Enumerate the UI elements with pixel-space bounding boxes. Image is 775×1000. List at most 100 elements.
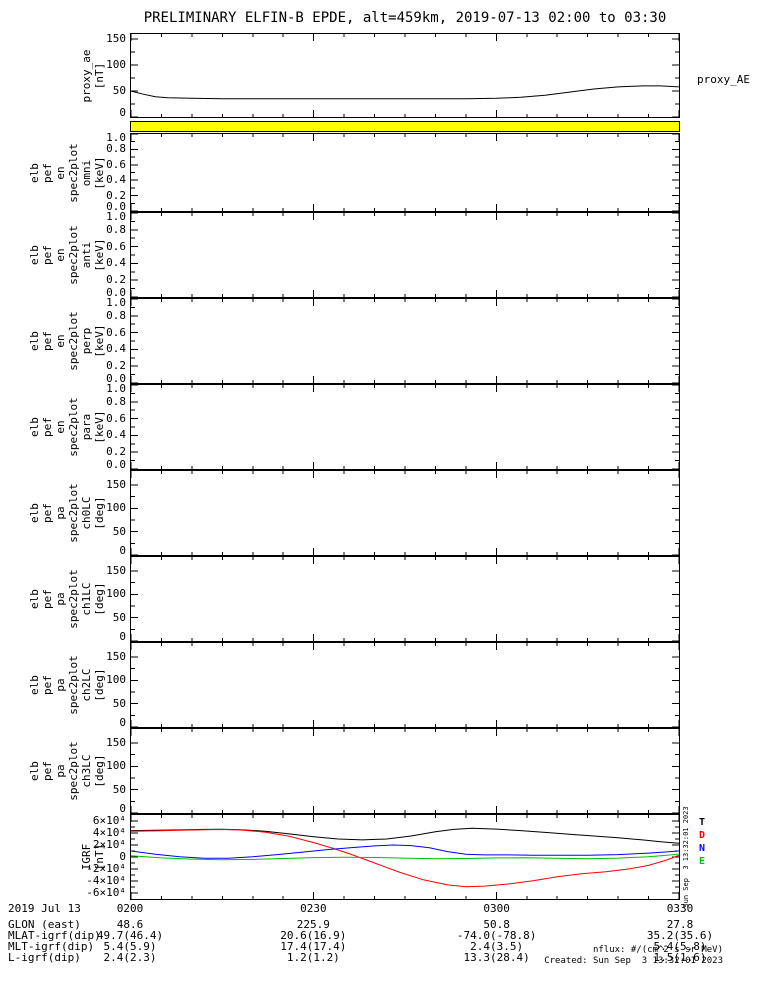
y-axis-label-en-omni-line1: pef (40, 162, 54, 183)
panel-igrf (130, 814, 680, 900)
row-value: 5.4(5.9) (103, 940, 157, 953)
y-tick-label: 1.0 (106, 131, 126, 144)
y-tick-label: 0.4 (106, 256, 126, 269)
y-tick-label: -4×10⁴ (86, 874, 126, 887)
y-axis-label-pa-ch0lc-line1: pef (40, 503, 54, 523)
y-tick-label: 0.6 (106, 158, 126, 171)
y-tick-label: 0 (119, 802, 126, 815)
y-axis-label-igrf-line1: [nT] (92, 843, 106, 871)
y-tick-label: 50 (112, 697, 126, 710)
series-T (131, 827, 679, 844)
row-value: 5.4(5.8) (653, 940, 707, 953)
y-tick-label: 0.2 (106, 445, 126, 458)
y-axis-label-en-para-line2: en (53, 420, 67, 434)
y-axis-label-en-perp-line4: perp (79, 327, 93, 355)
y-axis-label-pa-ch1lc-line4: ch1LC (79, 582, 93, 616)
y-axis-label-en-perp-line5: [keV] (92, 324, 106, 358)
row-value: 2.4(3.5) (470, 940, 524, 953)
date-label: 2019 Jul 13 (8, 902, 81, 915)
y-axis-label-en-anti-line0: elb (27, 245, 41, 265)
y-tick-label: 50 (112, 525, 126, 538)
y-axis-label-en-omni-line0: elb (27, 162, 41, 183)
row-value: 27.8 (666, 918, 694, 931)
y-axis-label-pa-ch0lc-line4: ch0LC (79, 496, 93, 530)
panel-canvas-pa-ch3lc (131, 729, 679, 813)
y-axis-label-en-omni-line5: [keV] (92, 155, 106, 190)
y-axis-label-pa-ch2lc-line3: spec2plot (66, 655, 80, 715)
y-axis-label-pa-ch2lc-line1: pef (40, 675, 54, 695)
y-axis-label-en-para-line3: spec2plot (66, 397, 80, 457)
y-tick-label: 1.0 (106, 296, 126, 309)
y-axis-label-pa-ch2lc-line5: [deg] (92, 668, 106, 702)
series-N (131, 844, 679, 859)
y-tick-label: 0.8 (106, 142, 126, 155)
y-tick-label: 0 (119, 106, 126, 119)
row-value: 35.2(35.6) (646, 929, 714, 942)
y-axis-label-pa-ch3lc-line4: ch3LC (79, 754, 93, 788)
component-label-E: E (699, 856, 706, 867)
y-axis-label-en-para-line0: elb (27, 417, 41, 437)
y-tick-label: 0.4 (106, 342, 126, 355)
y-axis-label-pa-ch1lc-line1: pef (40, 589, 54, 609)
y-axis-label-pa-ch1lc-line5: [deg] (92, 582, 106, 616)
row-value: 20.6(16.9) (280, 929, 347, 942)
panel-en-omni (130, 133, 680, 212)
y-axis-label-en-omni-line2: en (53, 165, 67, 180)
row-value: -74.0(-78.8) (456, 929, 537, 942)
component-label-T: T (699, 817, 706, 828)
y-tick-label: 0.8 (106, 223, 126, 236)
y-axis-label-pa-ch3lc-line1: pef (40, 761, 54, 781)
right-label-proxy-ae: proxy_AE (697, 73, 750, 86)
y-tick-label: 0.8 (106, 395, 126, 408)
y-axis-label-en-para-line1: pef (40, 417, 54, 437)
y-tick-label: 0.4 (106, 428, 126, 441)
y-tick-label: 1.0 (106, 382, 126, 395)
plot-title: PRELIMINARY ELFIN-B EPDE, alt=459km, 201… (143, 10, 667, 26)
y-axis-label-pa-ch2lc-line0: elb (27, 675, 41, 695)
row-value: 50.8 (483, 918, 510, 931)
panel-en-para (130, 384, 680, 470)
panel-pa-ch0lc (130, 470, 680, 556)
y-axis-label-pa-ch0lc-line0: elb (27, 503, 41, 523)
y-axis-label-en-anti-line4: anti (79, 241, 93, 269)
y-tick-label: 0 (119, 630, 126, 643)
y-axis-label-pa-ch0lc-line2: pa (53, 506, 67, 520)
y-axis-label-en-anti-line3: spec2plot (66, 225, 80, 285)
series-proxy_AE (131, 85, 679, 100)
y-axis-label-pa-ch1lc-line2: pa (53, 592, 67, 606)
y-tick-label: 0.0 (106, 200, 126, 213)
y-axis-label-en-perp-line3: spec2plot (66, 311, 80, 371)
y-tick-label: 0.8 (106, 309, 126, 322)
component-label-D: D (699, 830, 706, 841)
panel-canvas-pa-ch2lc (131, 643, 679, 727)
y-tick-label: 100 (106, 673, 126, 686)
y-axis-label-pa-ch2lc-line2: pa (53, 678, 67, 692)
y-axis-label-en-perp-line0: elb (27, 331, 41, 351)
side-timestamp: Sun Sep 3 13:32:01 2023 (682, 806, 691, 908)
y-tick-label: 150 (106, 478, 126, 491)
panel-en-perp (130, 298, 680, 384)
y-tick-label: 0.0 (106, 372, 126, 385)
panel-canvas-pa-ch0lc (131, 471, 679, 555)
y-axis-label-en-perp-line1: pef (40, 331, 54, 351)
y-tick-label: 0.4 (106, 173, 126, 186)
y-tick-label: 0 (119, 850, 126, 863)
row-value: 13.3(28.4) (463, 951, 530, 964)
y-tick-label: 2×10⁴ (92, 838, 126, 851)
y-tick-label: 0.0 (106, 458, 126, 471)
panel-canvas-en-omni (131, 134, 679, 211)
y-axis-label-igrf-line0: IGRF (79, 843, 93, 871)
y-tick-label: 0.2 (106, 273, 126, 286)
y-axis-label-en-para-line5: [keV] (92, 410, 106, 444)
y-axis-label-en-anti-line5: [keV] (92, 238, 106, 272)
panel-canvas-igrf (131, 815, 679, 899)
panel-proxy-ae (130, 33, 680, 118)
panel-en-anti (130, 212, 680, 298)
row-value: 48.6 (116, 918, 144, 931)
y-axis-label-pa-ch0lc-line3: spec2plot (66, 483, 80, 543)
y-axis-label-pa-ch1lc-line0: elb (27, 589, 41, 609)
row-value: 1.2(1.2) (286, 951, 340, 964)
panel-canvas-en-para (131, 385, 679, 469)
row-value: 225.9 (296, 918, 330, 931)
